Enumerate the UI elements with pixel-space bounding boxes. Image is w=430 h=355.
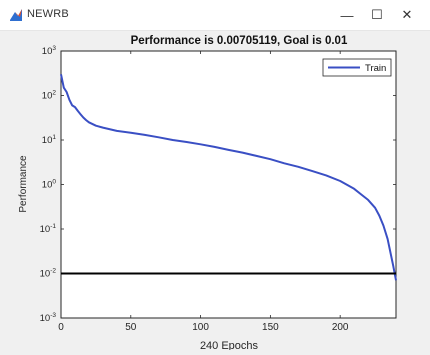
x-tick-label: 50	[125, 322, 137, 333]
close-button[interactable]: ✕	[401, 7, 413, 22]
y-tick-label: 101	[42, 134, 57, 146]
y-tick-label: 103	[42, 45, 57, 57]
figure-canvas: Performance is 0.00705119, Goal is 0.01 …	[0, 31, 430, 352]
maximize-button[interactable]: ☐	[371, 7, 383, 22]
title-bar[interactable]: NEWRB — ☐ ✕	[0, 0, 430, 31]
x-axis-label: 240 Epochs	[200, 340, 259, 350]
x-tick-label: 0	[58, 322, 64, 333]
y-axis-label: Performance	[18, 155, 29, 213]
minimize-button[interactable]: —	[340, 7, 354, 23]
x-tick-label: 200	[332, 322, 349, 333]
x-tick-label: 150	[262, 322, 279, 333]
y-tick-label: 100	[42, 179, 57, 191]
chart-title: Performance is 0.00705119, Goal is 0.01	[131, 35, 348, 47]
y-tick-label: 10-2	[40, 268, 57, 280]
matlab-figure-icon	[9, 8, 23, 22]
y-tick-label: 10-1	[40, 223, 57, 235]
window-title: NEWRB	[27, 8, 69, 20]
legend: Train	[322, 58, 392, 77]
performance-chart: Performance is 0.00705119, Goal is 0.01 …	[18, 35, 397, 352]
y-tick-label: 10-3	[40, 312, 57, 324]
series-line-train	[60, 74, 397, 281]
x-tick-label: 100	[192, 322, 209, 333]
y-tick-label: 102	[42, 90, 57, 102]
legend-label-train: Train	[365, 63, 386, 74]
